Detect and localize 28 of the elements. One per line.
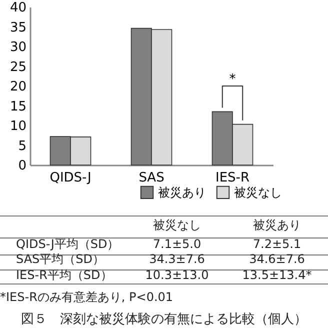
text: 13.5±13.4*: [242, 268, 312, 282]
text: IES-R平均（SD）: [16, 268, 112, 282]
text: 34.3±7.6: [149, 252, 205, 266]
y-tick-label: 20: [10, 80, 26, 94]
y-tick-label: 35: [10, 20, 26, 36]
text: 7.2±5.1: [252, 237, 302, 251]
y-tick-label: 25: [10, 60, 26, 75]
text: SAS平均（SD）: [16, 252, 105, 266]
y-tick-label: 30: [10, 40, 26, 55]
text: QIDS-J平均（SD）: [16, 237, 120, 251]
text: 34.6±7.6: [249, 252, 305, 266]
text: 10.3±13.0: [145, 268, 209, 282]
x-tick-label: IES-R: [215, 170, 250, 186]
annotation: *: [229, 72, 236, 87]
x-tick-label: QIDS-J: [50, 170, 92, 186]
text: 7.1±5.0: [152, 237, 202, 251]
y-tick-label: 15: [10, 99, 26, 114]
text: 図５ 深刻な被災体験の有無による比較（個人）: [21, 312, 307, 327]
x-tick-label: SAS: [138, 170, 164, 186]
y-tick-label: 10: [10, 119, 26, 134]
text: *IES-Rのみ有意差あり, P<0.01: [0, 290, 174, 304]
y-tick-label: 40: [10, 0, 26, 16]
legend-label: 被災なし: [234, 185, 282, 200]
text: 被災あり: [253, 218, 301, 232]
y-tick-label: 0: [18, 158, 26, 174]
text: 被災なし: [153, 218, 201, 232]
y-tick-label: 5: [18, 138, 26, 154]
legend-label: 被災あり: [158, 185, 206, 200]
